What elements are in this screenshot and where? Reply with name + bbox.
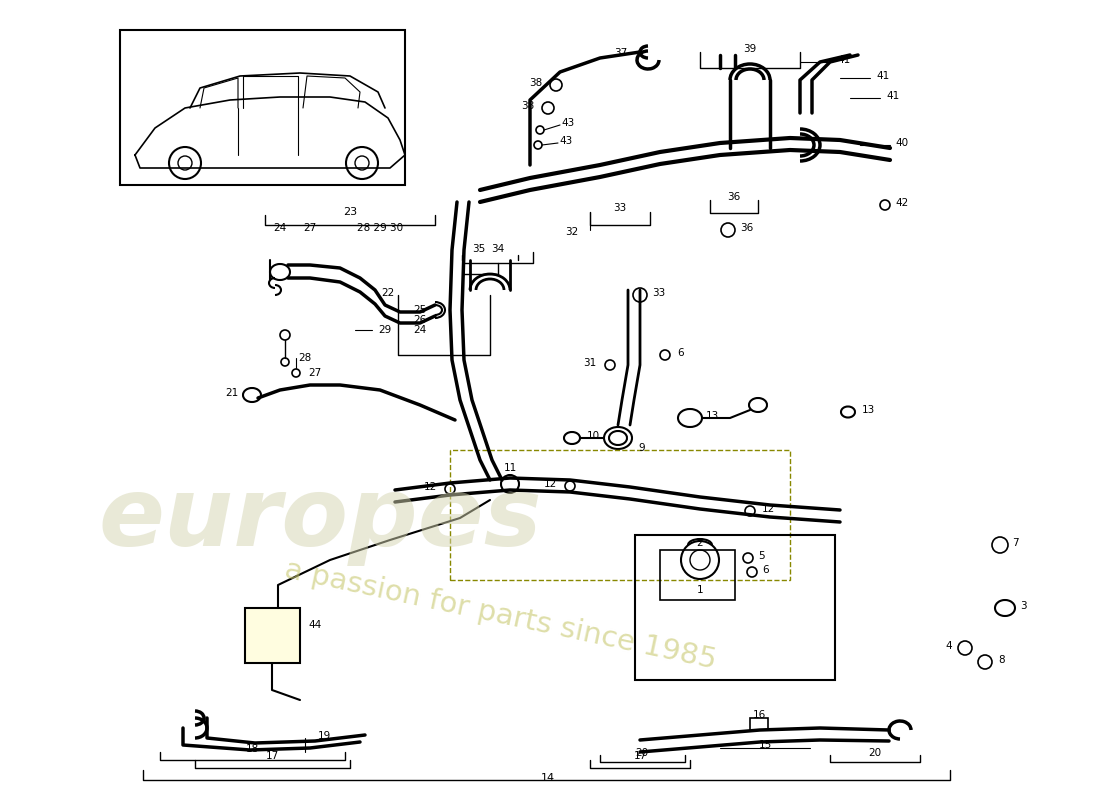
Text: 41: 41 <box>886 91 900 101</box>
Text: 36: 36 <box>740 223 754 233</box>
Bar <box>635 535 835 680</box>
Text: 35: 35 <box>472 244 485 254</box>
Text: 13: 13 <box>706 411 719 421</box>
Text: 41: 41 <box>837 55 850 65</box>
Text: europes: europes <box>98 474 542 566</box>
Text: 23: 23 <box>343 207 358 217</box>
Text: 24: 24 <box>414 325 427 335</box>
Text: 9: 9 <box>639 443 646 453</box>
Text: 32: 32 <box>564 227 578 237</box>
Text: 40: 40 <box>895 138 909 148</box>
Text: 13: 13 <box>862 405 876 415</box>
Text: 36: 36 <box>727 192 740 202</box>
Text: 16: 16 <box>752 710 766 720</box>
Text: 17: 17 <box>265 751 278 761</box>
Text: 19: 19 <box>318 731 331 741</box>
Text: 5: 5 <box>758 551 764 561</box>
Text: 27: 27 <box>304 223 317 233</box>
Text: 20: 20 <box>868 748 881 758</box>
Text: 1: 1 <box>696 585 703 595</box>
Text: 12: 12 <box>543 479 557 489</box>
Text: 22: 22 <box>381 288 394 298</box>
Text: 20: 20 <box>636 748 649 758</box>
Text: 4: 4 <box>945 641 952 651</box>
Text: 28 29 30: 28 29 30 <box>356 223 403 233</box>
Bar <box>750 718 768 730</box>
Text: 43: 43 <box>560 136 573 146</box>
Text: 25: 25 <box>414 305 427 315</box>
Text: 43: 43 <box>561 118 574 128</box>
Text: 21: 21 <box>224 388 238 398</box>
Text: 28: 28 <box>298 353 311 363</box>
Bar <box>245 608 300 663</box>
Text: 6: 6 <box>676 348 683 358</box>
Text: 27: 27 <box>308 368 321 378</box>
Bar <box>450 450 790 580</box>
Text: 15: 15 <box>758 740 771 750</box>
Text: 34: 34 <box>492 244 505 254</box>
Text: 12: 12 <box>424 482 437 492</box>
Text: 42: 42 <box>895 198 909 208</box>
Text: 29: 29 <box>378 325 392 335</box>
Text: 18: 18 <box>245 744 258 754</box>
Text: 17: 17 <box>634 751 647 761</box>
Bar <box>120 30 405 185</box>
Text: 41: 41 <box>876 71 889 81</box>
Text: 12: 12 <box>762 504 776 514</box>
Text: 44: 44 <box>308 620 321 630</box>
Text: 24: 24 <box>274 223 287 233</box>
Text: 38: 38 <box>520 101 534 111</box>
Text: 10: 10 <box>587 431 600 441</box>
Text: 38: 38 <box>529 78 542 88</box>
Text: 37: 37 <box>614 48 627 58</box>
Text: 7: 7 <box>1012 538 1019 548</box>
Text: 2: 2 <box>696 538 703 548</box>
Text: 14: 14 <box>541 773 556 783</box>
Text: 6: 6 <box>762 565 769 575</box>
Text: 11: 11 <box>504 463 517 473</box>
Text: 8: 8 <box>998 655 1004 665</box>
Text: 26: 26 <box>414 315 427 325</box>
Text: 39: 39 <box>744 44 757 54</box>
Text: a passion for parts since 1985: a passion for parts since 1985 <box>282 555 718 674</box>
Text: 31: 31 <box>583 358 596 368</box>
Bar <box>660 550 735 600</box>
Text: 3: 3 <box>1020 601 1026 611</box>
Text: 33: 33 <box>652 288 666 298</box>
Text: 33: 33 <box>614 203 627 213</box>
